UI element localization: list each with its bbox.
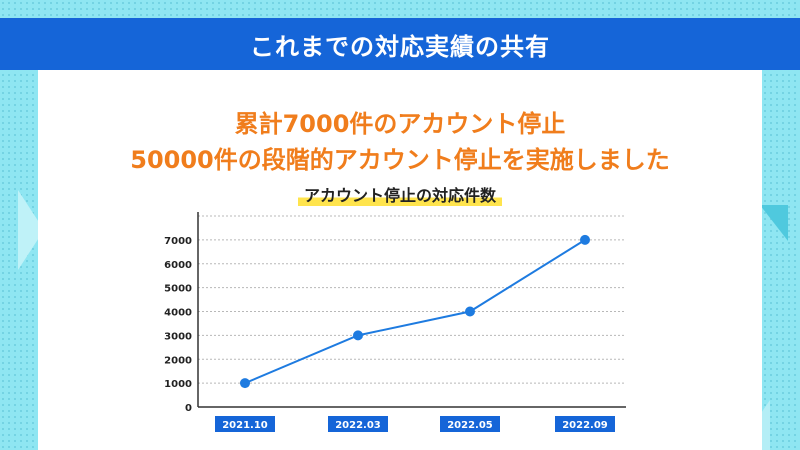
y-tick-label: 2000 bbox=[164, 355, 192, 366]
chart-axes bbox=[197, 212, 626, 408]
headline-line-1: 累計7000件のアカウント停止 bbox=[234, 110, 566, 138]
chart-title: アカウント停止の対応件数 bbox=[0, 182, 800, 206]
headline-line-2: 50000件の段階的アカウント停止を実施しました bbox=[130, 146, 670, 174]
y-tick-label: 0 bbox=[185, 403, 192, 414]
chart-grid bbox=[198, 215, 626, 384]
x-label-box bbox=[215, 416, 275, 432]
x-category-label: 2021.10 bbox=[215, 416, 275, 432]
decor-triangle-right bbox=[760, 205, 788, 241]
y-tick-label: 3000 bbox=[164, 331, 192, 342]
x-category-label: 2022.03 bbox=[328, 416, 388, 432]
x-axis-labels: 2021.10 2022.03 2022.05 2022.09 bbox=[215, 416, 615, 432]
x-label-box bbox=[328, 416, 388, 432]
data-point bbox=[353, 330, 363, 341]
series-line bbox=[244, 239, 586, 385]
x-label-text: 2022.05 bbox=[447, 420, 493, 431]
x-label-text: 2021.10 bbox=[222, 420, 268, 431]
y-tick-label: 4000 bbox=[164, 308, 192, 319]
x-label-text: 2022.09 bbox=[562, 420, 608, 431]
x-label-box bbox=[440, 416, 500, 432]
slide-card bbox=[38, 22, 762, 450]
x-label-text: 2022.03 bbox=[335, 420, 381, 431]
x-category-label: 2022.05 bbox=[440, 416, 500, 432]
slide-title-banner: これまでの対応実績の共有 bbox=[0, 18, 800, 70]
data-point bbox=[240, 378, 250, 389]
slide-title: これまでの対応実績の共有 bbox=[250, 32, 550, 61]
x-label-box bbox=[555, 416, 615, 432]
x-category-label: 2022.09 bbox=[555, 416, 615, 432]
data-point bbox=[580, 234, 590, 245]
y-tick-label: 6000 bbox=[164, 260, 192, 271]
y-tick-label: 5000 bbox=[164, 284, 192, 295]
chart-series bbox=[240, 234, 590, 389]
chart-title-text: アカウント停止の対応件数 bbox=[297, 186, 502, 206]
data-point bbox=[465, 306, 475, 317]
y-tick-label: 7000 bbox=[164, 236, 192, 247]
y-tick-label: 1000 bbox=[164, 379, 192, 390]
y-axis-ticks: 0 1000 2000 3000 4000 5000 6000 7000 bbox=[164, 236, 192, 414]
